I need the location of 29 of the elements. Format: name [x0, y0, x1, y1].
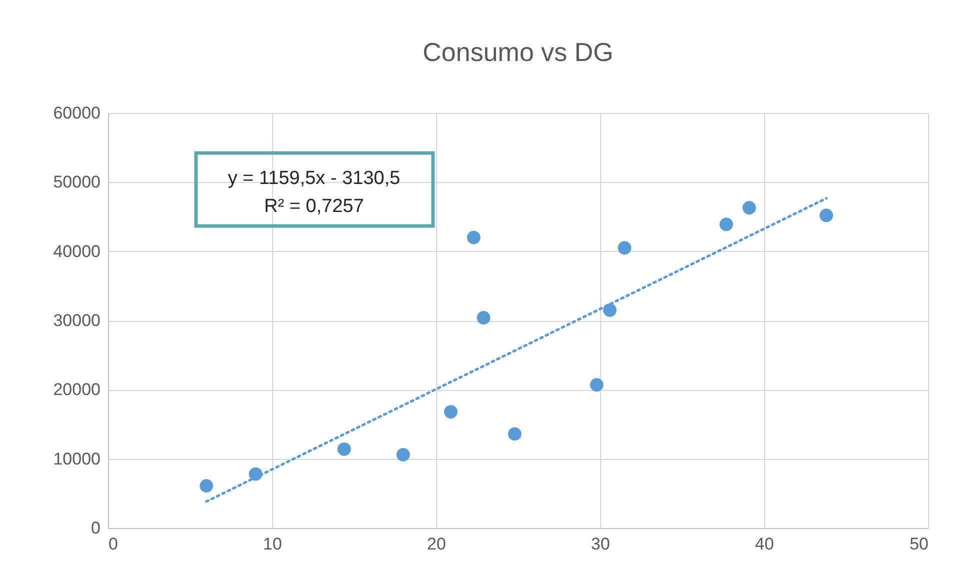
point: [618, 241, 632, 255]
x-tick-label: 0: [108, 534, 118, 554]
point: [337, 442, 351, 456]
y-tick-label: 0: [91, 518, 100, 538]
y-tick-label: 20000: [53, 380, 100, 400]
y-tick-label: 50000: [53, 172, 100, 192]
point: [720, 218, 733, 232]
annotation: y = 1159,5x - 3130,5: [228, 168, 400, 189]
point: [590, 378, 604, 392]
point: [476, 311, 490, 324]
point: [820, 208, 834, 222]
x-tick-label: 20: [427, 534, 446, 554]
annotation: R² = 0,7257: [264, 196, 364, 217]
chart-title: Consumo vs DG: [422, 37, 614, 67]
point: [396, 448, 410, 462]
y-tick-label: 60000: [53, 104, 100, 122]
x-tick-label: 30: [591, 534, 610, 554]
point: [603, 303, 617, 317]
point: [508, 427, 522, 441]
x-tick-label: 40: [755, 534, 774, 554]
point: [444, 405, 458, 418]
y-tick-label: 30000: [53, 311, 100, 330]
x-tick-label: 50: [910, 534, 928, 554]
y-tick-label: 40000: [53, 242, 100, 261]
x-tick-label: 10: [263, 534, 282, 554]
point: [467, 230, 480, 244]
point: [742, 201, 756, 214]
point: [200, 479, 214, 493]
y-tick-label: 10000: [53, 449, 100, 468]
